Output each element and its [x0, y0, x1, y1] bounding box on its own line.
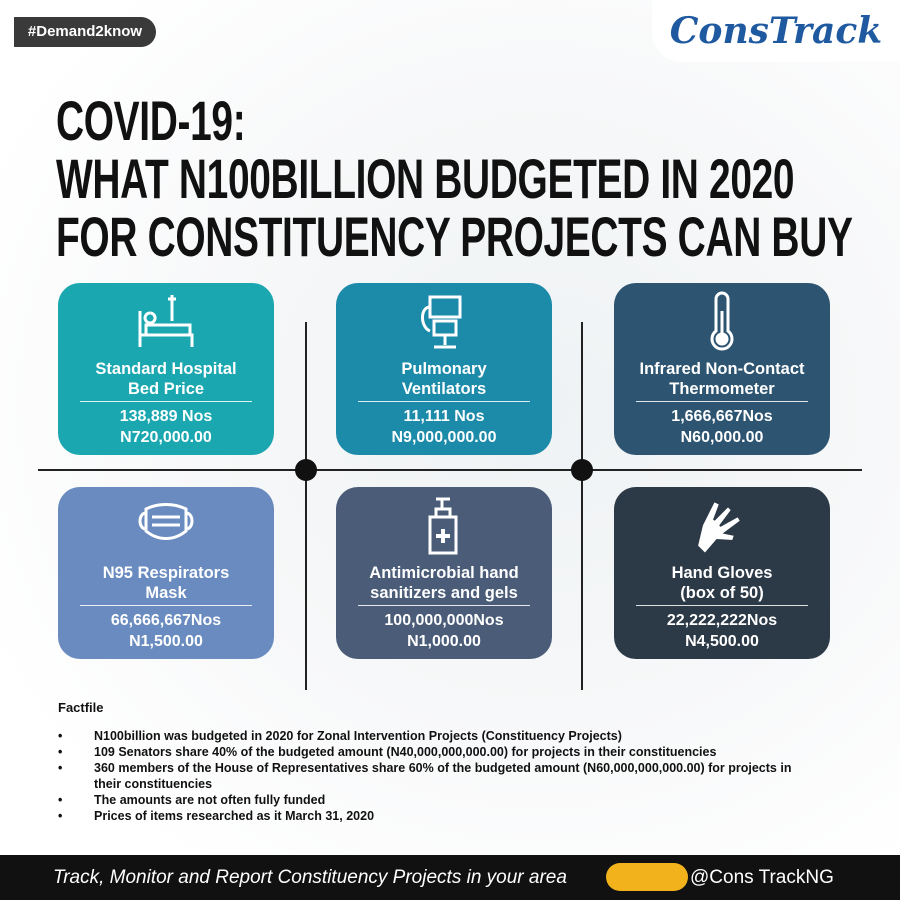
fact: Prices of items researched as it March 3… [58, 808, 858, 824]
item-quantity: 100,000,000Nos [384, 612, 504, 629]
hashtag: #Demand2know [14, 17, 156, 47]
item-card: Antimicrobial hand sanitizers and gels 10… [336, 487, 552, 659]
card-rule [80, 401, 252, 402]
item-quantity: 1,666,667Nos [671, 408, 773, 425]
item-price: N720,000.00 [120, 429, 212, 446]
divider [38, 469, 862, 471]
item-name: Standard Hospital Bed Price [58, 359, 274, 399]
divider [305, 322, 307, 690]
title: COVID-19: WHAT N100BILLION BUDGETED IN 2… [56, 89, 853, 268]
item-name-line: sanitizers and gels [370, 584, 518, 602]
item-name: Pulmonary Ventilators [336, 359, 552, 399]
factfile-list: N100billion was budgeted in 2020 for Zon… [58, 728, 858, 824]
item-quantity: 66,666,667Nos [110, 612, 222, 629]
item-quantity: 11,111 Nos [403, 408, 485, 425]
slogan: Track, Monitor and Report Constituency P… [53, 867, 567, 888]
sanitizer-icon [428, 497, 458, 555]
item-name-line: Hand Gloves [671, 564, 773, 582]
item-name-line: Antimicrobial hand [369, 564, 519, 582]
card-rule [80, 605, 252, 606]
item-name-line: Pulmonary [401, 360, 487, 378]
item-name: Antimicrobial hand sanitizers and gels [336, 563, 552, 603]
thermometer-icon [710, 291, 734, 351]
logo: ConsTrack [652, 0, 900, 62]
fact: 360 members of the House of Representati… [58, 760, 814, 792]
social-icons [606, 863, 688, 891]
card-rule [636, 401, 808, 402]
divider-dot [571, 459, 593, 481]
item-card: Pulmonary Ventilators 11,111 Nos N9,000,0… [336, 283, 552, 455]
fact: N100billion was budgeted in 2020 for Zon… [58, 728, 858, 744]
item-name-line: Mask [145, 584, 187, 602]
ventilator-icon [421, 295, 462, 349]
divider-dot [295, 459, 317, 481]
item-name-line: N95 Respirators [102, 564, 230, 582]
social-handle: @Cons TrackNG [690, 867, 834, 888]
item-price: N9,000,000.00 [391, 429, 497, 446]
item-quantity: 22,222,222Nos [666, 612, 778, 629]
item-card: Infrared Non-Contact Thermometer 1,666,66… [614, 283, 830, 455]
item-card: Standard Hospital Bed Price 138,889 Nos N… [58, 283, 274, 455]
footer: Track, Monitor and Report Constituency P… [0, 855, 900, 900]
divider [581, 322, 583, 690]
gloves-icon [695, 499, 743, 555]
item-name-line: Standard Hospital [95, 360, 237, 378]
title-line: WHAT N100BILLION BUDGETED IN 2020 [56, 147, 795, 210]
item-name-line: Bed Price [127, 380, 205, 398]
item-name-line: Infrared Non-Contact [639, 360, 805, 378]
title-line: FOR CONSTITUENCY PROJECTS CAN BUY [56, 205, 853, 268]
card-rule [636, 605, 808, 606]
item-price: N4,500.00 [685, 633, 759, 650]
title-line: COVID-19: [56, 89, 246, 152]
fact: The amounts are not often fully funded [58, 792, 858, 808]
item-card: N95 Respirators Mask 66,666,667Nos N1,500… [58, 487, 274, 659]
item-name: Infrared Non-Contact Thermometer [614, 359, 830, 399]
item-quantity: 138,889 Nos [119, 408, 213, 425]
card-rule [358, 401, 530, 402]
fact: 109 Senators share 40% of the budgeted a… [58, 744, 858, 760]
item-name: Hand Gloves (box of 50) [614, 563, 830, 603]
item-name-line: Thermometer [669, 380, 775, 398]
item-card: Hand Gloves (box of 50) 22,222,222Nos N4,… [614, 487, 830, 659]
item-price: N1,500.00 [129, 633, 203, 650]
item-name-line: (box of 50) [680, 584, 764, 602]
factfile-title: Factfile [58, 700, 104, 715]
mask-icon [138, 503, 194, 540]
item-price: N60,000.00 [680, 429, 764, 446]
item-name: N95 Respirators Mask [58, 563, 274, 603]
item-name-line: Ventilators [401, 380, 487, 398]
item-price: N1,000.00 [407, 633, 481, 650]
bed-icon [138, 295, 194, 347]
card-rule [358, 605, 530, 606]
